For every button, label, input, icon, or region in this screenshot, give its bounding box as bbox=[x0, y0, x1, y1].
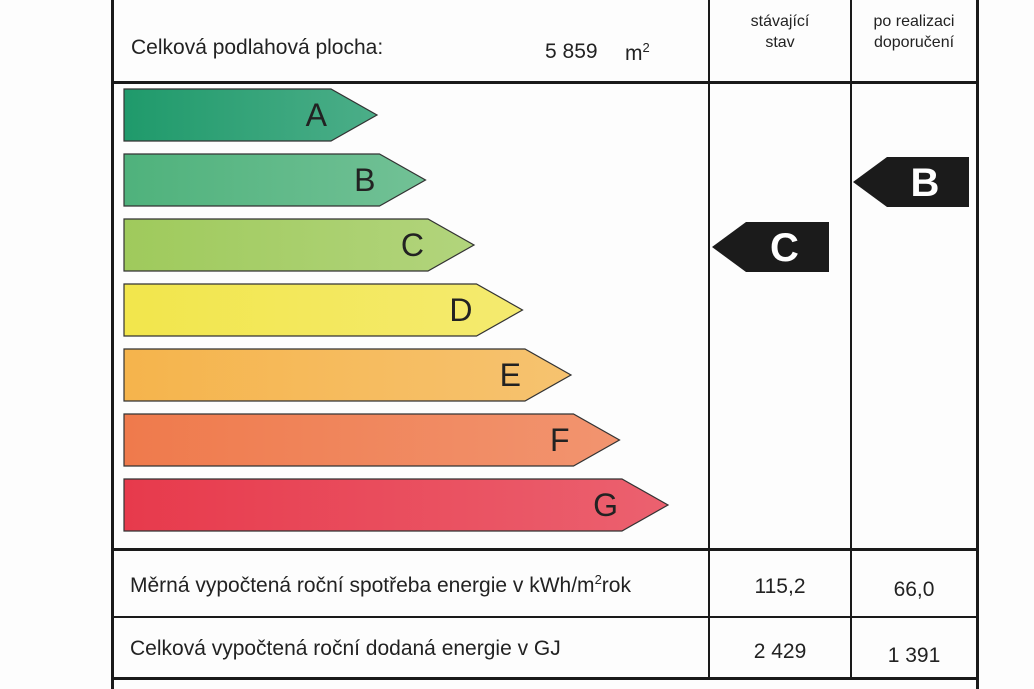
floor-area-value: 5 859 bbox=[545, 40, 598, 63]
specific-consumption-after: 66,0 bbox=[893, 578, 935, 601]
energy-class-letter: G bbox=[593, 487, 618, 523]
energy-class-letter: A bbox=[306, 97, 328, 133]
label-suffix: rok bbox=[601, 574, 631, 597]
energy-class-arrow-f bbox=[123, 413, 621, 467]
border-right bbox=[976, 0, 979, 689]
specific-consumption-label: Měrná vypočtená roční spotřeba energie v… bbox=[130, 572, 631, 598]
unit-exp: 2 bbox=[642, 40, 650, 55]
current-class-marker bbox=[712, 222, 829, 272]
divider-chart bbox=[111, 548, 979, 551]
header-line: po realizaci bbox=[873, 13, 955, 30]
energy-class-letter: D bbox=[449, 292, 472, 328]
energy-class-arrow-g bbox=[123, 478, 670, 532]
energy-class-letter: F bbox=[550, 422, 570, 458]
energy-class-letter: C bbox=[401, 227, 424, 263]
energy-class-arrow-b bbox=[123, 153, 427, 207]
divider-bottom bbox=[111, 677, 979, 680]
label: Měrná vypočtená roční spotřeba energie v… bbox=[130, 574, 595, 597]
divider-col1 bbox=[708, 0, 710, 680]
column-header-after: po realizaci doporučení bbox=[852, 11, 976, 53]
delivered-energy-label: Celková vypočtená roční dodaná energie v… bbox=[130, 637, 561, 660]
header-line: stav bbox=[765, 34, 795, 51]
label-exp: 2 bbox=[594, 572, 602, 587]
energy-class-arrow-d bbox=[123, 283, 524, 337]
divider-col2 bbox=[850, 0, 852, 680]
energy-class-letter: B bbox=[354, 162, 375, 198]
column-header-current: stávající stav bbox=[710, 11, 850, 53]
border-left bbox=[111, 0, 114, 689]
energy-class-arrow-a bbox=[123, 88, 379, 142]
floor-area-label: Celková podlahová plocha: bbox=[131, 36, 384, 59]
delivered-energy-current: 2 429 bbox=[753, 640, 807, 663]
energy-class-arrow-c bbox=[123, 218, 476, 272]
after-class-marker bbox=[853, 157, 969, 207]
divider-row bbox=[111, 616, 979, 618]
specific-consumption-current: 115,2 bbox=[754, 575, 806, 598]
delivered-energy-after: 1 391 bbox=[887, 644, 941, 667]
current-class-marker-letter: C bbox=[770, 226, 799, 270]
unit: m bbox=[625, 42, 643, 65]
divider-header bbox=[111, 81, 979, 84]
header-line: stávající bbox=[750, 13, 810, 30]
energy-class-letter: E bbox=[500, 357, 521, 393]
header-line: doporučení bbox=[873, 34, 955, 51]
floor-area-unit: m2 bbox=[625, 40, 650, 66]
energy-class-arrow-e bbox=[123, 348, 573, 402]
after-class-marker-letter: B bbox=[911, 161, 940, 205]
